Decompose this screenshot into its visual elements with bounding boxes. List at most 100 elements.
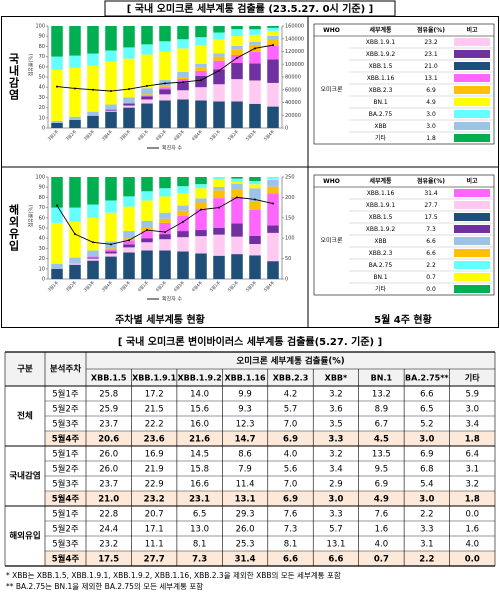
week: 5월3주: [52, 419, 79, 430]
bar-segment: [105, 249, 117, 252]
bar-segment: [195, 177, 207, 185]
share: 6.9: [426, 87, 436, 94]
bar-segment: [213, 177, 225, 180]
cell: 5.2: [420, 420, 434, 430]
bar-segment: [69, 55, 81, 68]
bar-segment: [249, 235, 261, 245]
cell: 6.5: [193, 510, 207, 520]
bar-segment: [159, 212, 171, 219]
cell: 3.0: [419, 435, 434, 445]
y-axis-label: 점유율(%): [28, 54, 35, 77]
bar-segment: [249, 188, 261, 202]
bar-segment: [195, 87, 207, 101]
bar-segment: [231, 196, 243, 224]
y2-tick-label: 200: [285, 195, 295, 201]
bar-segment: [51, 122, 63, 128]
bar-segment: [213, 234, 225, 256]
bar-segment: [231, 178, 243, 182]
cell: 23.7: [99, 420, 118, 430]
bar-segment: [177, 39, 189, 49]
bar-segment: [213, 39, 225, 54]
cell: 17.2: [145, 390, 164, 400]
x-tick-label: 3월4주: [100, 279, 114, 293]
cell: 3.1: [466, 465, 480, 475]
share: 27.7: [424, 202, 438, 209]
bar-segment: [159, 222, 171, 235]
bar-segment: [177, 205, 189, 211]
bar-segment: [267, 26, 279, 28]
bar-segment: [141, 26, 153, 45]
cell: 26.0: [99, 450, 118, 460]
week: 5월2주: [52, 404, 79, 415]
y-tick-label: 90: [39, 185, 45, 191]
bar-segment: [213, 60, 225, 70]
bar-segment: [141, 238, 153, 243]
bar-segment: [177, 90, 189, 100]
cell: 4.0: [466, 540, 480, 550]
bar-segment: [105, 212, 117, 242]
bar-segment: [267, 106, 279, 128]
bar-segment: [51, 222, 63, 264]
chart-frame: [1, 16, 499, 328]
share: 1.8: [426, 135, 436, 142]
cell: 2.2: [419, 555, 434, 565]
bar-segment: [177, 215, 189, 232]
lineage: XBB.1.16: [367, 75, 395, 82]
week: 5월1주: [52, 449, 79, 460]
bar-segment: [231, 183, 243, 190]
bar-segment: [69, 207, 81, 222]
cell: 9.3: [238, 405, 252, 415]
bar-segment: [69, 177, 81, 208]
share: 7.3: [426, 226, 436, 233]
line-point: [110, 243, 112, 246]
line-point: [218, 206, 220, 209]
y-tick-label: 50: [39, 75, 45, 81]
bar-segment: [213, 186, 225, 191]
cell: 5.9: [466, 390, 480, 400]
column-header: XBB.2.3: [273, 374, 309, 383]
bar-segment: [141, 250, 153, 279]
x-tick-label: 5월2주: [226, 128, 240, 142]
line-point: [146, 229, 148, 232]
y-tick-label: 60: [39, 215, 45, 221]
line-point: [92, 88, 94, 91]
panel-label: 해외유입: [7, 203, 20, 252]
x-tick-label: 4월3주: [172, 128, 186, 142]
y-tick-label: 60: [39, 64, 45, 70]
highlight-row: [45, 551, 495, 566]
y-tick-label: 30: [39, 95, 45, 101]
cell: 5.7: [329, 525, 343, 535]
cell: 6.5: [420, 405, 434, 415]
column-header: XBB.1.9.1: [132, 374, 177, 383]
bar-segment: [159, 51, 171, 81]
column-header: BA.2.75**: [405, 374, 449, 383]
bar-segment: [51, 263, 63, 269]
table-header: WHO: [323, 178, 340, 185]
x-tick-label: 5월1주: [208, 128, 222, 142]
line-point: [236, 56, 238, 59]
cell: 5.7: [284, 405, 298, 415]
bar-segment: [195, 198, 207, 203]
y2-tick-label: 20000: [285, 113, 301, 119]
bar-segment: [195, 37, 207, 46]
bar-segment: [177, 77, 189, 80]
bar-segment: [123, 97, 135, 104]
x-tick-label: 4월2주: [154, 279, 168, 293]
cell: 25.8: [99, 390, 118, 400]
panel-label: 국내감염: [7, 53, 20, 101]
bar-segment: [231, 45, 243, 50]
y2-tick-label: 100000: [285, 62, 304, 68]
color-swatch: [454, 98, 490, 106]
x-tick-label: 3월3주: [82, 128, 96, 142]
bar-segment: [195, 188, 207, 199]
share: 3.0: [426, 123, 436, 130]
bar-segment: [249, 209, 261, 236]
bar-segment: [267, 45, 279, 60]
week: 5월2주: [52, 524, 79, 535]
cell: 6.9: [375, 480, 389, 490]
bar-segment: [195, 253, 207, 279]
cell: 1.8: [465, 495, 480, 505]
y-tick-label: 20: [39, 105, 45, 111]
table-header: 오미크론 세부계통 검출률(%): [236, 356, 344, 367]
bar-segment: [105, 251, 117, 254]
